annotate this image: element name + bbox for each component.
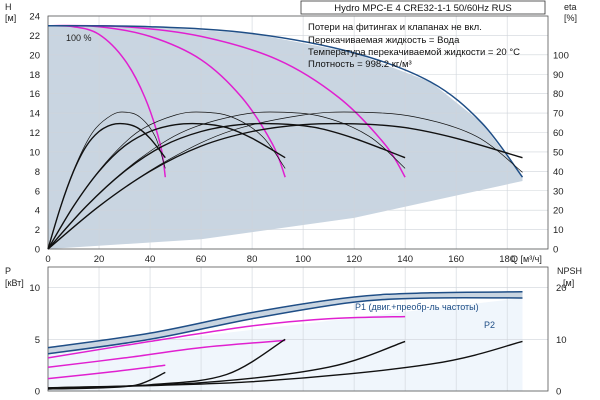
y-axis-unit-npsh: [м] xyxy=(563,278,574,288)
tick-label-p: 0 xyxy=(35,387,40,398)
note-3: Температура перекачиваемой жидкости = 20… xyxy=(308,47,520,58)
tick-label-eta: 0 xyxy=(553,245,558,256)
tick-label-q: 80 xyxy=(247,254,258,265)
tick-label-h: 22 xyxy=(29,31,40,42)
curve-magenta-2 xyxy=(47,364,166,380)
tick-label-eta: 100 xyxy=(553,50,569,61)
plot-frame xyxy=(47,15,549,250)
tick-label-q: 20 xyxy=(94,254,105,265)
tick-label-q: 120 xyxy=(346,254,362,265)
tick-label-h: 8 xyxy=(35,167,40,178)
curve-magenta-1 xyxy=(47,24,286,178)
curve-blue-3 xyxy=(47,24,524,178)
tick-label-eta: 90 xyxy=(553,70,564,81)
tick-label-eta: 60 xyxy=(553,128,564,139)
curve-magenta-3 xyxy=(47,339,286,368)
tick-label-h: 6 xyxy=(35,186,40,197)
tick-label-q: 140 xyxy=(397,254,413,265)
curve-thin-11 xyxy=(47,111,523,250)
tick-label-q: 40 xyxy=(145,254,156,265)
tick-label-eta: 80 xyxy=(553,89,564,100)
y-axis-label-npsh: NPSH xyxy=(557,266,582,276)
tick-label-q: 100 xyxy=(295,254,311,265)
y-axis-unit-eta: [%] xyxy=(564,13,577,23)
note-4: Плотность = 998.2 кг/м³ xyxy=(308,59,412,70)
speed-label: 100 % xyxy=(66,33,92,43)
power-panel: 0 5 10 0 10 20 xyxy=(29,266,567,398)
tick-label-q: 60 xyxy=(196,254,207,265)
tick-label-h: 14 xyxy=(29,109,40,120)
tick-label-h: 2 xyxy=(35,225,40,236)
legend-p1: P1 (двиг.+преобр-ль частоты) xyxy=(355,302,479,312)
curve-thin-9 xyxy=(47,111,286,250)
y-axis-unit-h: [м] xyxy=(5,13,16,23)
y-axis-unit-p: [кВт] xyxy=(5,278,24,288)
tick-label-eta: 20 xyxy=(553,206,564,217)
curve-black-8 xyxy=(47,340,523,389)
tick-label-h: 0 xyxy=(35,245,40,256)
tick-label-h: 18 xyxy=(29,70,40,81)
plot-frame xyxy=(47,266,549,392)
tick-label-h: 24 xyxy=(29,12,40,23)
tick-label-h: 20 xyxy=(29,50,40,61)
tick-label-npsh: 0 xyxy=(556,387,561,398)
tick-label-q: 0 xyxy=(45,254,50,265)
tick-label-q: 180 xyxy=(499,254,515,265)
title-box xyxy=(300,0,546,15)
operating-envelope xyxy=(48,25,523,250)
note-1: Потери на фитингах и клапанах не вкл. xyxy=(308,22,482,33)
curve-thin-8 xyxy=(47,111,166,250)
tick-label-eta: 30 xyxy=(553,186,564,197)
tick-label-q: 160 xyxy=(448,254,464,265)
tick-label-eta: 50 xyxy=(553,147,564,158)
curve-magenta-4 xyxy=(47,315,406,359)
curve-blue-0 xyxy=(47,291,523,349)
tick-label-npsh: 10 xyxy=(556,335,567,346)
legend-p2: P2 xyxy=(484,320,495,330)
tick-label-h: 10 xyxy=(29,147,40,158)
tick-label-eta: 10 xyxy=(553,225,564,236)
y-axis-label-h: H xyxy=(5,2,12,12)
tick-label-h: 4 xyxy=(35,206,40,217)
tick-label-eta: 40 xyxy=(553,167,564,178)
tick-label-npsh: 20 xyxy=(556,283,567,294)
y-axis-label-eta: eta xyxy=(564,2,577,12)
x-axis-label: Q [м³/ч] xyxy=(511,254,542,264)
tick-label-p: 10 xyxy=(29,283,40,294)
chart-title: Hydro MPC-E 4 CRE32-1-1 50/60Hz RUS xyxy=(334,3,511,14)
tick-label-h: 16 xyxy=(29,89,40,100)
tick-label-h: 12 xyxy=(29,128,40,139)
y-axis-label-p: P xyxy=(5,266,11,276)
curve-blue-1 xyxy=(47,296,523,355)
note-2: Перекачиваемая жидкость = Вода xyxy=(308,35,460,46)
tick-label-eta: 70 xyxy=(553,109,564,120)
curve-magenta-0 xyxy=(47,24,167,178)
curve-thin-10 xyxy=(47,111,406,250)
annotations: Hydro MPC-E 4 CRE32-1-1 50/60Hz RUS Поте… xyxy=(5,0,582,330)
tick-label-p: 5 xyxy=(35,335,40,346)
